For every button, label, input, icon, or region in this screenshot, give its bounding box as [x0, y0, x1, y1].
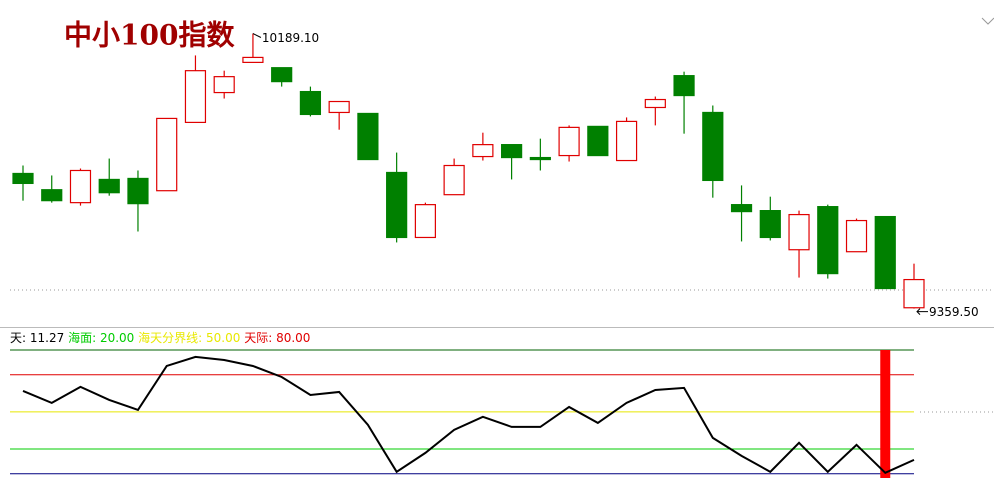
legend-sep: : — [198, 331, 206, 345]
candle-body — [414, 204, 436, 239]
candle-body — [845, 219, 868, 253]
legend-sep: : — [22, 331, 30, 345]
candle-body — [156, 117, 178, 192]
candle-body — [12, 172, 34, 185]
candle-body — [386, 171, 408, 239]
candle-body — [357, 112, 379, 161]
candle-body — [501, 144, 523, 159]
indicator-line — [22, 355, 915, 475]
legend-value: 20.00 — [100, 331, 134, 345]
legend-name: 天 — [10, 331, 22, 345]
candle-body — [673, 75, 695, 97]
collapse-icon[interactable] — [981, 17, 994, 25]
candle-body — [615, 120, 638, 162]
legend-name: 海天分界线 — [138, 330, 198, 345]
candle-body — [529, 156, 551, 161]
candle-body — [759, 210, 781, 239]
candle-body — [271, 67, 293, 83]
candle-body — [874, 215, 896, 290]
candle-body — [213, 76, 235, 94]
candle-body — [472, 144, 494, 158]
candle-body — [644, 98, 666, 109]
candle-body — [817, 206, 839, 275]
legend: 天: 11.27 海面: 20.00 海天分界线: 50.00 天际: 80.0… — [10, 330, 310, 345]
legend-sep: : — [268, 331, 276, 345]
candle-body — [328, 100, 350, 114]
candle-body — [702, 111, 724, 182]
legend-value: 50.00 — [206, 331, 240, 345]
candle-body — [558, 126, 580, 157]
candle-body — [242, 56, 264, 63]
candle-body — [184, 70, 207, 124]
candle-body — [299, 90, 322, 116]
low-label: 9359.50 — [929, 305, 979, 319]
candle-body — [903, 278, 925, 309]
candle-body — [443, 164, 465, 196]
chart-title: 中小100指数 — [64, 19, 235, 52]
low-pointer — [916, 308, 928, 315]
legend-value: 80.00 — [276, 331, 310, 345]
high-label: 10189.10 — [262, 31, 319, 45]
signal-bar — [880, 350, 891, 478]
legend-sep: : — [92, 331, 100, 345]
candle-body — [788, 213, 810, 251]
candle-body — [730, 204, 753, 213]
high-pointer — [252, 33, 262, 38]
candle-body — [41, 189, 63, 202]
candle-body — [69, 169, 92, 204]
legend-name: 天际 — [244, 331, 268, 345]
candle-body — [127, 177, 149, 205]
legend-name: 海面 — [68, 330, 92, 345]
candle-body — [587, 125, 609, 157]
legend-value: 11.27 — [30, 331, 64, 345]
candle-body — [98, 178, 120, 194]
